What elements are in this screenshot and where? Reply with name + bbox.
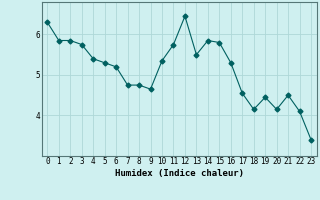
- X-axis label: Humidex (Indice chaleur): Humidex (Indice chaleur): [115, 169, 244, 178]
